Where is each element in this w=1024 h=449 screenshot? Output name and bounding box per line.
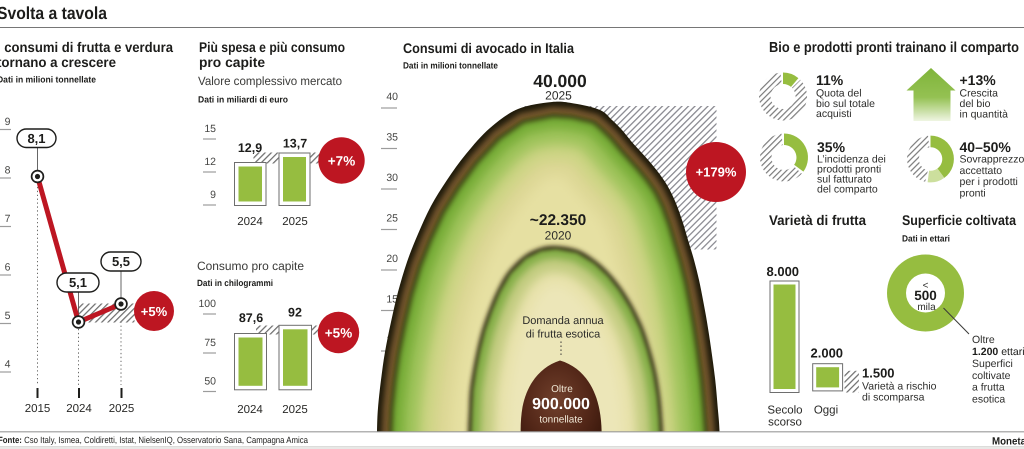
svg-text:+13%: +13% [960, 72, 997, 88]
svg-text:I consumi di frutta e verdura: I consumi di frutta e verdura [0, 39, 173, 55]
svg-text:25: 25 [386, 213, 398, 225]
svg-text:in quantità: in quantità [960, 109, 1009, 121]
svg-text:Valore complessivo mercato: Valore complessivo mercato [198, 74, 342, 88]
svg-text:di frutta esotica: di frutta esotica [526, 329, 601, 341]
svg-text:5: 5 [5, 310, 11, 322]
svg-text:L’incidenza dei: L’incidenza dei [817, 153, 886, 165]
svg-text:Bio e prodotti pronti trainano: Bio e prodotti pronti trainano il compar… [769, 40, 1019, 56]
svg-text:1.200 ettari: 1.200 ettari [972, 346, 1024, 358]
svg-text:8: 8 [5, 165, 11, 177]
svg-text:Oltre: Oltre [972, 334, 995, 346]
svg-text:esotica: esotica [972, 394, 1005, 406]
svg-text:75: 75 [204, 337, 216, 349]
svg-text:Secolo: Secolo [767, 405, 802, 417]
svg-text:2.000: 2.000 [811, 346, 844, 361]
svg-text:20: 20 [386, 253, 398, 265]
svg-text:2025: 2025 [545, 89, 572, 103]
svg-text:9: 9 [210, 189, 216, 201]
svg-text:del bio: del bio [960, 98, 991, 110]
svg-text:50: 50 [204, 376, 216, 388]
svg-text:+7%: +7% [328, 153, 355, 168]
svg-text:Superfici: Superfici [972, 358, 1013, 370]
svg-text:8.000: 8.000 [767, 264, 800, 279]
svg-text:15: 15 [386, 294, 398, 306]
svg-text:Crescita: Crescita [960, 88, 999, 100]
svg-text:per i prodotti: per i prodotti [960, 176, 1018, 188]
svg-text:tonnellate: tonnellate [539, 415, 583, 426]
svg-text:2015: 2015 [25, 403, 51, 415]
svg-text:2025: 2025 [109, 403, 135, 415]
svg-text:92: 92 [288, 306, 302, 320]
svg-text:pronti: pronti [960, 187, 986, 199]
svg-text:2025: 2025 [282, 404, 308, 416]
svg-text:pro capite: pro capite [199, 54, 265, 70]
svg-text:87,6: 87,6 [239, 311, 263, 325]
svg-text:Dati in chilogrammi: Dati in chilogrammi [197, 278, 273, 288]
svg-text:sul fatturato: sul fatturato [817, 173, 872, 185]
svg-text:13,7: 13,7 [283, 136, 307, 150]
svg-text:5,5: 5,5 [112, 254, 130, 269]
svg-text:9: 9 [5, 116, 11, 128]
svg-text:<: < [923, 281, 929, 292]
svg-text:Dati in miliardi di euro: Dati in miliardi di euro [198, 95, 288, 105]
svg-text:Oltre: Oltre [551, 384, 573, 395]
svg-text:30: 30 [386, 172, 398, 184]
svg-text:Quota del: Quota del [816, 88, 862, 100]
svg-text:2024: 2024 [237, 216, 263, 228]
svg-text:Consumo pro capite: Consumo pro capite [197, 259, 304, 273]
svg-text:40–50%: 40–50% [960, 139, 1012, 155]
svg-text:2024: 2024 [237, 404, 263, 416]
svg-text:Varietà di frutta: Varietà di frutta [769, 212, 866, 228]
svg-text:Dati in milioni tonnellate: Dati in milioni tonnellate [403, 61, 498, 71]
svg-text:5,1: 5,1 [69, 275, 87, 290]
svg-text:accettato: accettato [960, 165, 1003, 177]
svg-text:11%: 11% [816, 72, 844, 88]
svg-text:Svolta a tavola: Svolta a tavola [0, 3, 107, 23]
svg-text:prodotti pronti: prodotti pronti [817, 163, 881, 175]
svg-text:Varietà a rischio: Varietà a rischio [862, 381, 937, 393]
svg-text:del comparto: del comparto [817, 183, 878, 195]
svg-text:12,9: 12,9 [238, 141, 262, 155]
svg-text:Superficie coltivata: Superficie coltivata [902, 212, 1016, 228]
svg-text:coltivate: coltivate [972, 370, 1011, 382]
svg-text:Fonte: Cso Italy, Ismea, Coldi: Fonte: Cso Italy, Ismea, Coldiretti, Ist… [0, 435, 308, 445]
svg-text:4: 4 [5, 359, 11, 371]
svg-text:Dati in milioni tonnellate: Dati in milioni tonnellate [0, 75, 96, 85]
svg-text:2025: 2025 [282, 216, 308, 228]
svg-text:a frutta: a frutta [972, 382, 1005, 394]
svg-text:bio sul totale: bio sul totale [816, 98, 875, 110]
svg-text:40: 40 [386, 91, 398, 103]
svg-text:15: 15 [204, 123, 216, 135]
svg-text:1.500: 1.500 [862, 366, 895, 381]
svg-text:40.000: 40.000 [533, 71, 587, 91]
svg-text:2024: 2024 [66, 403, 92, 415]
svg-text:di scomparsa: di scomparsa [862, 392, 925, 404]
svg-text:mila: mila [917, 302, 936, 313]
svg-text:Sovrapprezzo: Sovrapprezzo [960, 154, 1024, 166]
svg-text:Più spesa e più consumo: Più spesa e più consumo [199, 39, 345, 55]
svg-text:500: 500 [914, 288, 937, 303]
svg-text:2020: 2020 [545, 229, 572, 243]
svg-text:+5%: +5% [325, 325, 352, 340]
svg-text:6: 6 [5, 262, 11, 274]
svg-text:7: 7 [5, 213, 11, 225]
svg-text:Dati in ettari: Dati in ettari [902, 234, 950, 244]
svg-text:Moneta: Moneta [992, 436, 1024, 448]
svg-text:100: 100 [198, 298, 216, 310]
svg-text:35%: 35% [817, 139, 846, 155]
svg-text:35: 35 [386, 132, 398, 144]
svg-text:+5%: +5% [141, 304, 168, 319]
svg-text:tornano a crescere: tornano a crescere [0, 54, 116, 70]
svg-text:8,1: 8,1 [27, 131, 45, 146]
svg-text:Consumi di avocado in Italia: Consumi di avocado in Italia [403, 40, 574, 56]
svg-text:900.000: 900.000 [532, 396, 590, 413]
svg-text:12: 12 [204, 156, 216, 168]
svg-text:~22.350: ~22.350 [530, 212, 586, 229]
svg-text:+179%: +179% [696, 165, 737, 180]
svg-text:Domanda annua: Domanda annua [522, 315, 604, 327]
svg-text:acquisti: acquisti [816, 108, 852, 120]
svg-text:scorso: scorso [768, 417, 802, 429]
svg-text:Oggi: Oggi [814, 405, 838, 417]
